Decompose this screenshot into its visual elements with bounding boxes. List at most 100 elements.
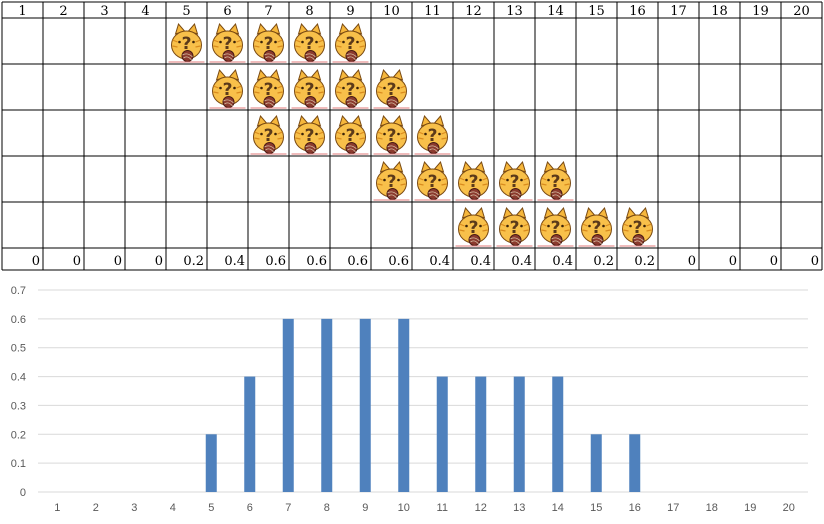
cat-question-icon: ? [209,68,246,109]
x-tick-label: 15 [590,502,602,514]
cat-question-icon: ? [291,22,328,63]
cat-question-icon: ? [209,22,246,63]
result-cell[interactable]: 0.4 [511,254,532,269]
result-cell[interactable]: 0 [729,254,737,269]
svg-text:?: ? [469,172,479,192]
header-cell[interactable]: 6 [223,4,231,19]
cat-question-icon: ? [291,114,328,155]
y-tick-label: 0.4 [11,372,26,384]
svg-text:?: ? [305,80,315,100]
x-tick-label: 4 [170,502,176,514]
bar[interactable] [244,376,256,492]
cat-question-icon: ? [496,206,533,247]
result-cell[interactable]: 0 [811,254,819,269]
header-cell[interactable]: 17 [670,4,687,19]
header-cell[interactable]: 2 [59,4,67,19]
svg-text:?: ? [510,172,520,192]
cat-question-icon: ? [250,114,287,155]
svg-text:?: ? [469,218,479,238]
x-tick-label: 16 [629,502,641,514]
header-cell[interactable]: 18 [711,4,728,19]
svg-text:?: ? [305,34,315,54]
cat-question-icon: ? [455,206,492,247]
result-cell[interactable]: 0.4 [224,254,245,269]
bar[interactable] [359,318,371,492]
svg-text:?: ? [428,172,438,192]
result-cell[interactable]: 0 [32,254,40,269]
cat-question-icon: ? [414,114,451,155]
bar[interactable] [590,434,602,492]
y-tick-label: 0.7 [11,285,26,297]
svg-text:?: ? [510,218,520,238]
svg-text:?: ? [223,80,233,100]
header-cell[interactable]: 13 [506,4,523,19]
header-cell[interactable]: 8 [305,4,313,19]
x-tick-label: 8 [324,502,330,514]
x-tick-label: 10 [398,502,410,514]
header-cell[interactable]: 4 [141,4,149,19]
result-cell[interactable]: 0 [73,254,81,269]
svg-text:?: ? [633,218,643,238]
header-cell[interactable]: 14 [547,4,564,19]
cat-question-icon: ? [537,160,574,201]
bar[interactable] [282,318,294,492]
bar[interactable] [552,376,564,492]
result-cell[interactable]: 0 [770,254,778,269]
header-cell[interactable]: 9 [346,4,354,19]
x-tick-label: 9 [362,502,368,514]
header-cell[interactable]: 5 [182,4,190,19]
bar[interactable] [475,376,487,492]
result-cell[interactable]: 0.2 [634,254,655,269]
bar[interactable] [436,376,448,492]
svg-text:?: ? [346,34,356,54]
svg-text:?: ? [428,126,438,146]
header-cell[interactable]: 20 [793,4,810,19]
svg-text:?: ? [387,172,397,192]
result-cell[interactable]: 0 [114,254,122,269]
svg-text:?: ? [592,218,602,238]
bar[interactable] [205,434,217,492]
result-cell[interactable]: 0.6 [347,254,368,269]
header-cell[interactable]: 3 [100,4,108,19]
spreadsheet-grid: 1 2 3 4 5 6 7 8 9 10 11 12 13 14 15 16 17 18 19 20?????????… [1,1,823,271]
svg-text:?: ? [387,126,397,146]
header-cell[interactable]: 12 [465,4,482,19]
result-cell[interactable]: 0.4 [429,254,450,269]
cat-question-icon: ? [455,160,492,201]
svg-text:?: ? [346,126,356,146]
y-tick-label: 0.6 [11,314,26,326]
result-cell[interactable]: 0 [688,254,696,269]
bar[interactable] [321,318,333,492]
result-cell[interactable]: 0.6 [306,254,327,269]
header-cell[interactable]: 7 [264,4,272,19]
svg-text:?: ? [551,218,561,238]
header-cell[interactable]: 16 [629,4,646,19]
x-tick-label: 18 [706,502,718,514]
header-cell[interactable]: 19 [752,4,769,19]
result-cell[interactable]: 0.6 [265,254,286,269]
result-cell[interactable]: 0.2 [593,254,614,269]
result-cell[interactable]: 0 [155,254,163,269]
header-cell[interactable]: 11 [424,4,441,19]
y-tick-label: 0.3 [11,400,26,412]
result-cell[interactable]: 0.2 [183,254,204,269]
bar[interactable] [513,376,525,492]
result-cell[interactable]: 0.6 [388,254,409,269]
y-tick-label: 0.1 [11,458,26,470]
cat-question-icon: ? [414,160,451,201]
result-cell[interactable]: 0.4 [470,254,491,269]
result-cell[interactable]: 0.4 [552,254,573,269]
bar[interactable] [629,434,641,492]
x-tick-label: 11 [437,502,448,514]
cat-question-icon: ? [332,114,369,155]
header-cell[interactable]: 1 [18,4,26,19]
header-cell[interactable]: 15 [588,4,605,19]
bar[interactable] [398,318,410,492]
svg-text:?: ? [264,80,274,100]
x-tick-label: 7 [285,502,291,514]
y-tick-label: 0 [20,487,26,499]
cat-question-icon: ? [250,68,287,109]
cat-question-icon: ? [373,114,410,155]
bar-chart: 00.10.20.30.40.50.60.71 2 3 4 5 6 7 8 9 10 11 12 13 1… [11,285,808,514]
header-cell[interactable]: 10 [383,4,400,19]
